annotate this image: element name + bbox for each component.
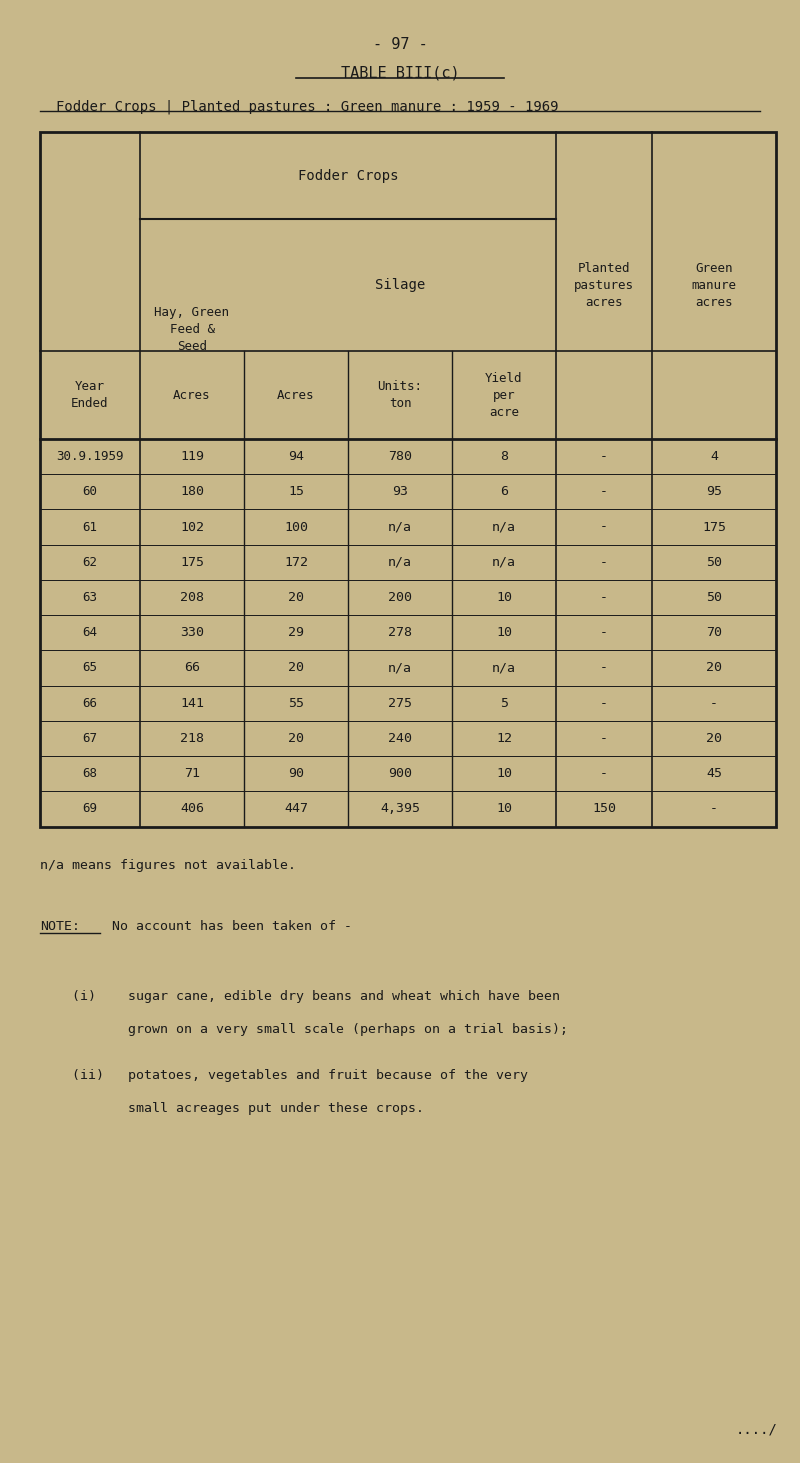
Text: -: - bbox=[710, 696, 718, 710]
Text: ..../: ..../ bbox=[736, 1422, 778, 1437]
Text: 55: 55 bbox=[288, 696, 304, 710]
Text: 71: 71 bbox=[184, 767, 200, 780]
Text: 119: 119 bbox=[180, 451, 204, 462]
Text: 90: 90 bbox=[288, 767, 304, 780]
Text: 66: 66 bbox=[82, 696, 98, 710]
Text: Acres: Acres bbox=[278, 389, 314, 401]
Text: 10: 10 bbox=[496, 591, 512, 604]
Text: 102: 102 bbox=[180, 521, 204, 534]
Text: n/a: n/a bbox=[492, 661, 516, 674]
Text: small acreages put under these crops.: small acreages put under these crops. bbox=[72, 1102, 424, 1115]
Text: 12: 12 bbox=[496, 732, 512, 745]
Text: n/a: n/a bbox=[388, 556, 412, 569]
Text: 67: 67 bbox=[82, 732, 98, 745]
Text: NOTE:: NOTE: bbox=[40, 920, 80, 933]
Text: 180: 180 bbox=[180, 486, 204, 499]
Text: 100: 100 bbox=[284, 521, 308, 534]
Text: -: - bbox=[600, 451, 608, 462]
Text: 4: 4 bbox=[710, 451, 718, 462]
Text: -: - bbox=[600, 661, 608, 674]
Text: 50: 50 bbox=[706, 556, 722, 569]
Text: 447: 447 bbox=[284, 803, 308, 815]
Text: 94: 94 bbox=[288, 451, 304, 462]
Text: -: - bbox=[600, 591, 608, 604]
Text: 330: 330 bbox=[180, 626, 204, 639]
Text: 10: 10 bbox=[496, 626, 512, 639]
Text: 10: 10 bbox=[496, 803, 512, 815]
Text: 45: 45 bbox=[706, 767, 722, 780]
Text: Fodder Crops | Planted pastures : Green manure : 1959 - 1969: Fodder Crops | Planted pastures : Green … bbox=[56, 99, 558, 114]
Text: -: - bbox=[600, 767, 608, 780]
Text: Silage: Silage bbox=[375, 278, 425, 293]
Text: 20: 20 bbox=[706, 661, 722, 674]
Text: n/a: n/a bbox=[492, 521, 516, 534]
Text: 60: 60 bbox=[82, 486, 98, 499]
Text: 61: 61 bbox=[82, 521, 98, 534]
Text: 175: 175 bbox=[702, 521, 726, 534]
Text: Acres: Acres bbox=[174, 389, 210, 401]
Text: -: - bbox=[600, 556, 608, 569]
Text: 218: 218 bbox=[180, 732, 204, 745]
Text: 62: 62 bbox=[82, 556, 98, 569]
Text: 20: 20 bbox=[706, 732, 722, 745]
Text: 70: 70 bbox=[706, 626, 722, 639]
Text: 65: 65 bbox=[82, 661, 98, 674]
Text: 50: 50 bbox=[706, 591, 722, 604]
Text: -: - bbox=[600, 521, 608, 534]
Text: Hay, Green
Feed &
Seed: Hay, Green Feed & Seed bbox=[154, 306, 230, 353]
Text: TABLE BIII(c): TABLE BIII(c) bbox=[341, 66, 459, 80]
Text: 172: 172 bbox=[284, 556, 308, 569]
Text: -: - bbox=[600, 732, 608, 745]
Text: 208: 208 bbox=[180, 591, 204, 604]
Text: (ii)   potatoes, vegetables and fruit because of the very: (ii) potatoes, vegetables and fruit beca… bbox=[72, 1069, 528, 1083]
Text: 278: 278 bbox=[388, 626, 412, 639]
Text: 141: 141 bbox=[180, 696, 204, 710]
Text: 64: 64 bbox=[82, 626, 98, 639]
Text: 68: 68 bbox=[82, 767, 98, 780]
Text: Yield
per
acre: Yield per acre bbox=[486, 372, 522, 418]
Text: n/a: n/a bbox=[388, 521, 412, 534]
Text: 29: 29 bbox=[288, 626, 304, 639]
Text: Green
manure
acres: Green manure acres bbox=[691, 262, 737, 309]
Text: 69: 69 bbox=[82, 803, 98, 815]
Text: Units:
ton: Units: ton bbox=[378, 380, 422, 410]
Text: 63: 63 bbox=[82, 591, 98, 604]
Text: 8: 8 bbox=[500, 451, 508, 462]
Text: 5: 5 bbox=[500, 696, 508, 710]
Text: 6: 6 bbox=[500, 486, 508, 499]
Text: 15: 15 bbox=[288, 486, 304, 499]
Text: -: - bbox=[600, 626, 608, 639]
Text: 240: 240 bbox=[388, 732, 412, 745]
Text: 95: 95 bbox=[706, 486, 722, 499]
Text: n/a means figures not available.: n/a means figures not available. bbox=[40, 859, 296, 872]
Text: 10: 10 bbox=[496, 767, 512, 780]
Text: (i)    sugar cane, edible dry beans and wheat which have been: (i) sugar cane, edible dry beans and whe… bbox=[72, 990, 560, 1004]
Text: 20: 20 bbox=[288, 661, 304, 674]
Text: 20: 20 bbox=[288, 591, 304, 604]
Text: 175: 175 bbox=[180, 556, 204, 569]
Text: n/a: n/a bbox=[492, 556, 516, 569]
Text: 66: 66 bbox=[184, 661, 200, 674]
Text: 200: 200 bbox=[388, 591, 412, 604]
Text: 406: 406 bbox=[180, 803, 204, 815]
Text: 150: 150 bbox=[592, 803, 616, 815]
Text: 4,395: 4,395 bbox=[380, 803, 420, 815]
Text: - 97 -: - 97 - bbox=[373, 37, 427, 51]
Text: 275: 275 bbox=[388, 696, 412, 710]
Text: -: - bbox=[600, 696, 608, 710]
Text: n/a: n/a bbox=[388, 661, 412, 674]
Text: Year
Ended: Year Ended bbox=[71, 380, 109, 410]
Text: No account has been taken of -: No account has been taken of - bbox=[112, 920, 352, 933]
Text: 780: 780 bbox=[388, 451, 412, 462]
Text: 93: 93 bbox=[392, 486, 408, 499]
Text: 20: 20 bbox=[288, 732, 304, 745]
Text: 30.9.1959: 30.9.1959 bbox=[56, 451, 124, 462]
Text: 900: 900 bbox=[388, 767, 412, 780]
Text: -: - bbox=[600, 486, 608, 499]
Text: grown on a very small scale (perhaps on a trial basis);: grown on a very small scale (perhaps on … bbox=[72, 1023, 568, 1036]
Text: Planted
pastures
acres: Planted pastures acres bbox=[574, 262, 634, 309]
Text: Fodder Crops: Fodder Crops bbox=[298, 168, 398, 183]
Text: -: - bbox=[710, 803, 718, 815]
